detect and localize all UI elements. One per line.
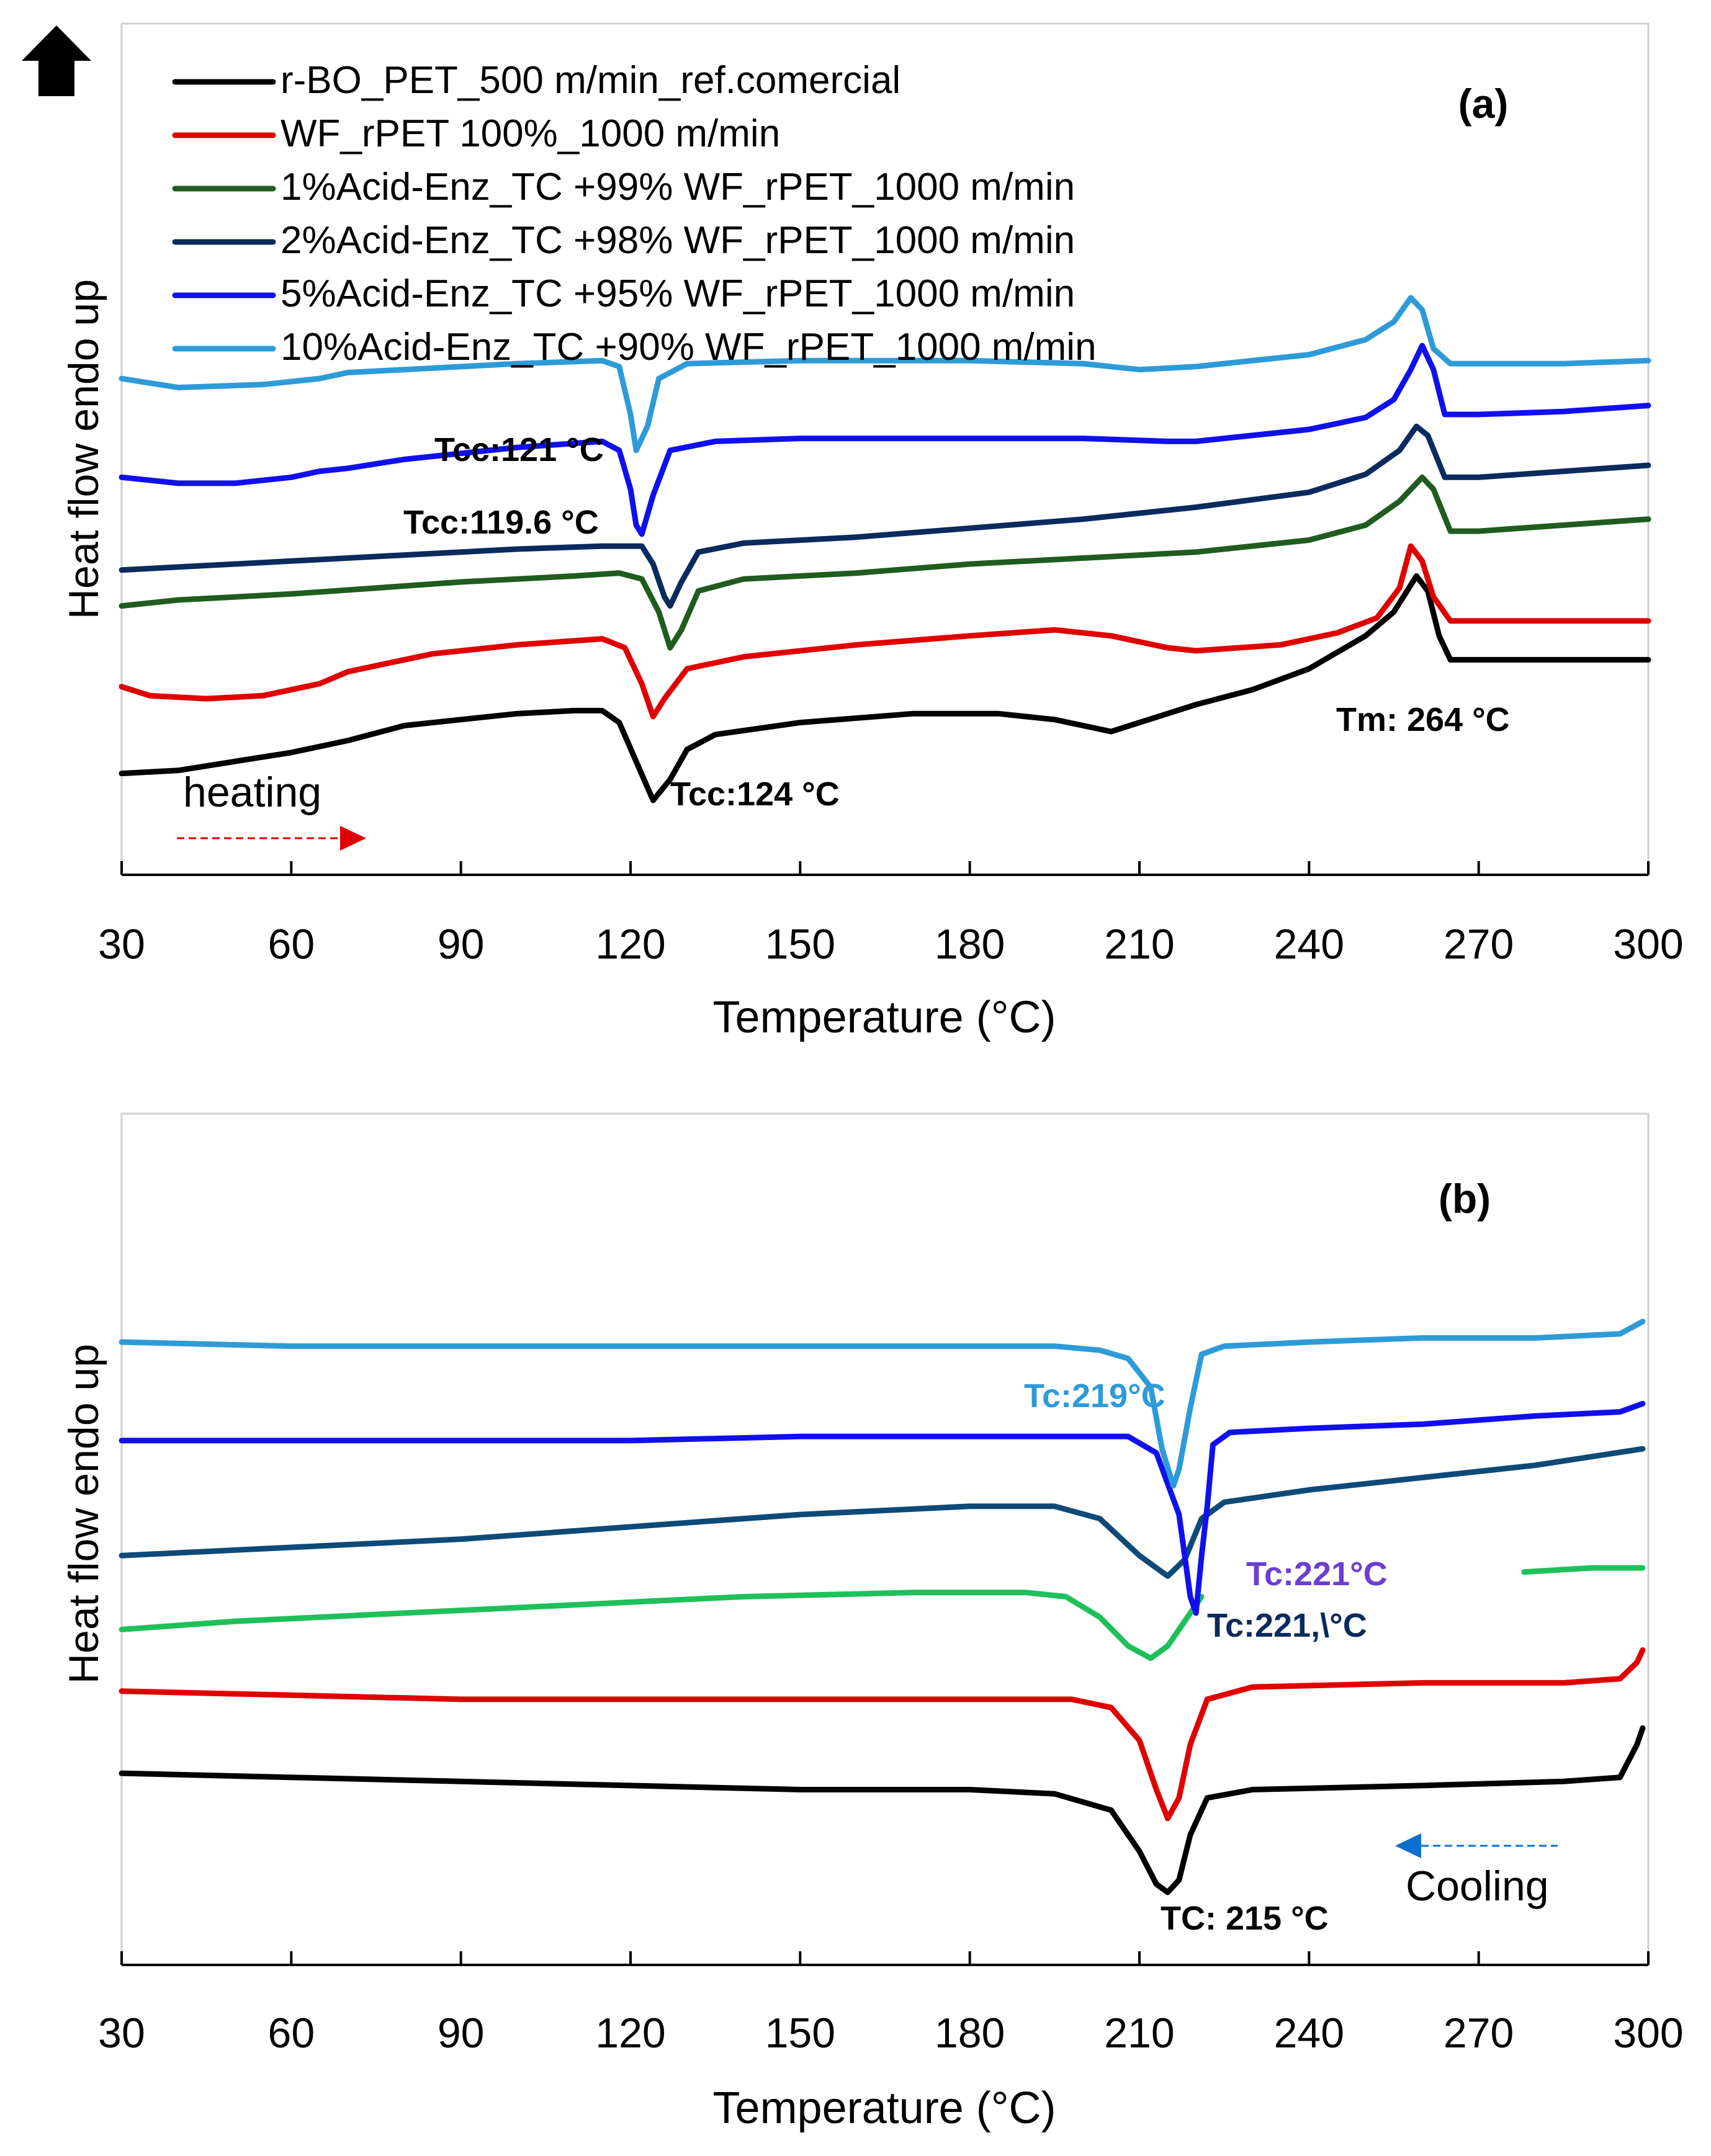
x-axis-title: Temperature (°C) (713, 993, 1056, 1042)
series-line-6 (119, 1318, 1646, 1489)
series-line-4 (119, 1446, 1646, 1579)
legend-label-4: 5%Acid-Enz_TC +95% WF_rPET_1000 m/min (281, 272, 1075, 315)
tcc-ref-annotation: Tcc:124 °C (670, 776, 840, 813)
tc-purple-annotation: Tc:221°C (1246, 1555, 1388, 1593)
x-tick-label: 120 (595, 2010, 665, 2057)
legend-label-2: 1%Acid-Enz_TC +99% WF_rPET_1000 m/min (281, 166, 1075, 208)
x-tick-label: 90 (438, 921, 485, 968)
x-tick-label: 90 (438, 2010, 485, 2057)
x-tick-label: 270 (1444, 2010, 1514, 2057)
y-axis-title: Heat flow endo up (60, 1344, 107, 1684)
series-line-2 (119, 1590, 1205, 1662)
x-tick-label: 300 (1613, 2010, 1683, 2057)
x-tick-label: 240 (1274, 2010, 1344, 2057)
series-line-4 (119, 342, 1651, 537)
x-tick-label: 30 (98, 2010, 145, 2057)
x-tick-label: 60 (268, 2010, 315, 2057)
cooling-label: Cooling (1406, 1863, 1549, 1910)
tc-ref-annotation: TC: 215 °C (1161, 1900, 1329, 1937)
x-tick-label: 270 (1444, 921, 1514, 968)
x-tick-label: 180 (935, 2010, 1005, 2057)
x-axis-ticks: 30 60 90 120 150 180 210 240 270 300 (98, 861, 1684, 968)
x-tick-label: 240 (1274, 921, 1344, 968)
x-axis-ticks: 30 60 90 120 150 180 210 240 270 300 (98, 1951, 1684, 2057)
series-line-5 (119, 295, 1651, 454)
series-line-3 (1521, 1565, 1646, 1575)
x-tick-label: 60 (268, 921, 315, 968)
x-tick-label: 150 (765, 2010, 835, 2057)
panel-label: (b) (1439, 1176, 1491, 1222)
tcc-10-annotation: Tcc:121 °C (434, 431, 604, 468)
series-line-1 (119, 543, 1651, 720)
series-line-1 (119, 1647, 1646, 1822)
x-tick-label: 120 (595, 921, 665, 968)
x-tick-label: 210 (1104, 921, 1174, 968)
tm-annotation: Tm: 264 °C (1336, 701, 1510, 738)
heating-arrow-icon (177, 826, 366, 851)
series-line-0 (119, 573, 1651, 803)
curves (119, 295, 1651, 803)
panel-a: 30 60 90 120 150 180 210 240 270 300 Heat flow en… (60, 22, 1684, 1042)
tc-10-annotation: Tc:219°C (1024, 1377, 1165, 1415)
cooling-arrow-icon (1395, 1833, 1558, 1858)
tc-navy-annotation: Tc:221,\°C (1207, 1607, 1367, 1644)
y-axis-title: Heat flow endo up (60, 279, 107, 619)
legend-label-3: 2%Acid-Enz_TC +98% WF_rPET_1000 m/min (281, 219, 1075, 262)
x-tick-label: 150 (765, 921, 835, 968)
legend-label-5: 10%Acid-Enz_TC +90% WF_rPET_1000 m/min (281, 326, 1097, 369)
tcc-5-annotation: Tcc:119.6 °C (403, 504, 599, 541)
heating-label: heating (183, 769, 321, 816)
series-line-0 (119, 1725, 1646, 1895)
legend: r-BO_PET_500 m/min_ref.comercial WF_rPET … (172, 59, 1097, 369)
x-axis-title: Temperature (°C) (713, 2083, 1056, 2133)
x-tick-label: 210 (1104, 2010, 1174, 2057)
up-arrow-icon (22, 25, 91, 96)
curves (119, 1318, 1646, 1895)
series-line-3 (119, 423, 1651, 609)
x-tick-label: 300 (1613, 921, 1683, 968)
x-tick-label: 30 (98, 921, 145, 968)
series-line-5 (119, 1400, 1646, 1616)
panel-label: (a) (1458, 81, 1509, 127)
panel-b: 30 60 90 120 150 180 210 240 270 300 Heat flow en… (60, 1112, 1684, 2133)
legend-label-0: r-BO_PET_500 m/min_ref.comercial (281, 59, 900, 102)
x-tick-label: 180 (935, 921, 1005, 968)
series-line-2 (119, 474, 1651, 651)
legend-label-1: WF_rPET 100%_1000 m/min (281, 112, 780, 155)
